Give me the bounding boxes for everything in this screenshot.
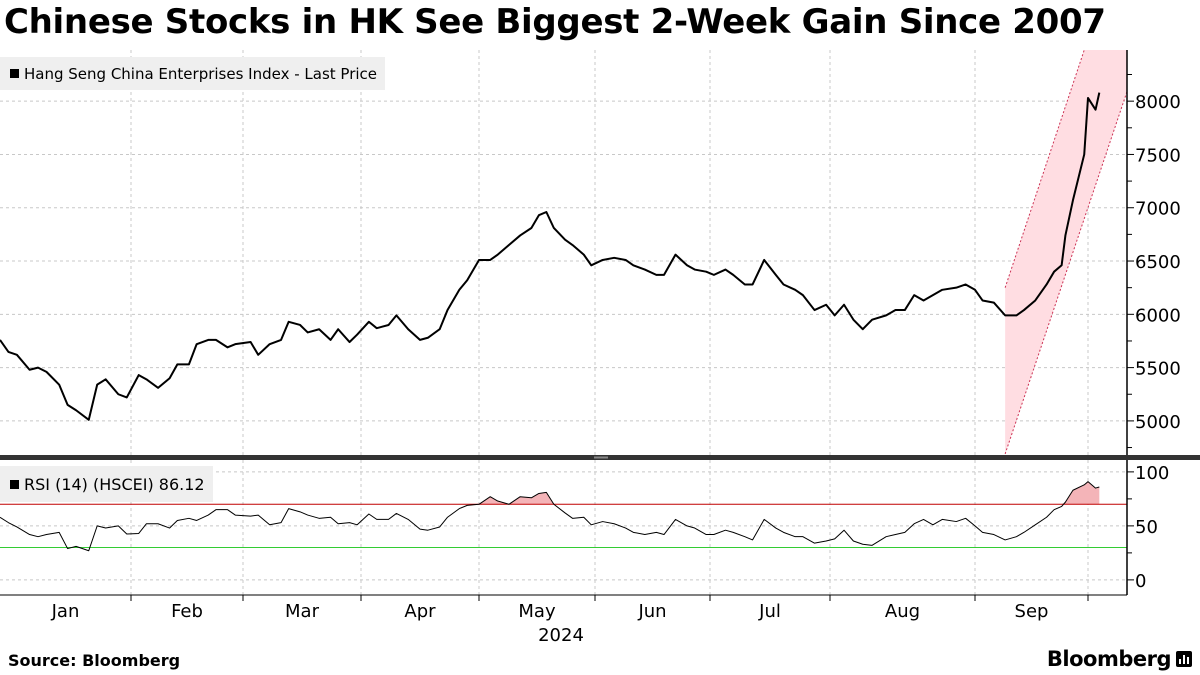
rsi-tick-label: 100 <box>1135 463 1169 484</box>
logo-chart-icon <box>1176 651 1192 667</box>
trend-channel <box>1004 50 1127 455</box>
tick-labels: 5000 5500 6000 6500 7000 7500 8000 0 50 100 Jan Feb… <box>51 92 1181 646</box>
month-label: Apr <box>404 601 436 622</box>
month-label: Mar <box>285 601 320 622</box>
rsi-overbought-fill <box>0 481 1100 505</box>
month-label: Aug <box>885 601 920 622</box>
price-tick-label: 6000 <box>1135 305 1181 326</box>
price-tick-label: 7500 <box>1135 145 1181 166</box>
month-label: Jun <box>637 601 666 622</box>
price-line <box>0 92 1101 421</box>
rsi-tick-label: 50 <box>1135 517 1158 538</box>
bloomberg-logo: Bloomberg <box>1047 647 1192 671</box>
rsi-line <box>0 481 1100 552</box>
rsi-tick-label: 0 <box>1135 571 1146 592</box>
year-label: 2024 <box>538 625 584 646</box>
price-legend-label: Hang Seng China Enterprises Index - Last… <box>24 64 378 83</box>
channel-upper-line <box>1004 50 1085 288</box>
price-tick-label: 5000 <box>1135 412 1181 433</box>
price-tick-label: 6500 <box>1135 252 1181 273</box>
rsi-overbought-area <box>0 481 1100 505</box>
chart-title: Chinese Stocks in HK See Biggest 2-Week … <box>4 2 1106 42</box>
month-label: Feb <box>171 601 203 622</box>
panel-resize-handle <box>594 456 608 459</box>
price-tick-label: 8000 <box>1135 92 1181 113</box>
legend-swatch <box>10 479 19 489</box>
channel-fill <box>1005 50 1127 454</box>
rsi-legend-label: RSI (14) (HSCEI) 86.12 <box>24 474 205 494</box>
logo-text: Bloomberg <box>1046 647 1172 671</box>
price-tick-label: 5500 <box>1135 359 1181 380</box>
gridlines <box>0 50 1127 595</box>
month-label: May <box>518 601 556 622</box>
source-note: Source: Bloomberg <box>8 651 181 670</box>
price-legend: Hang Seng China Enterprises Index - Last… <box>0 57 386 90</box>
month-label: Jan <box>51 601 80 622</box>
month-label: Sep <box>1015 601 1049 622</box>
price-tick-label: 7000 <box>1135 199 1181 220</box>
legend-swatch <box>10 69 19 78</box>
axes <box>0 50 1200 601</box>
rsi-legend: RSI (14) (HSCEI) 86.12 <box>0 466 213 502</box>
month-label: Jul <box>758 601 781 622</box>
